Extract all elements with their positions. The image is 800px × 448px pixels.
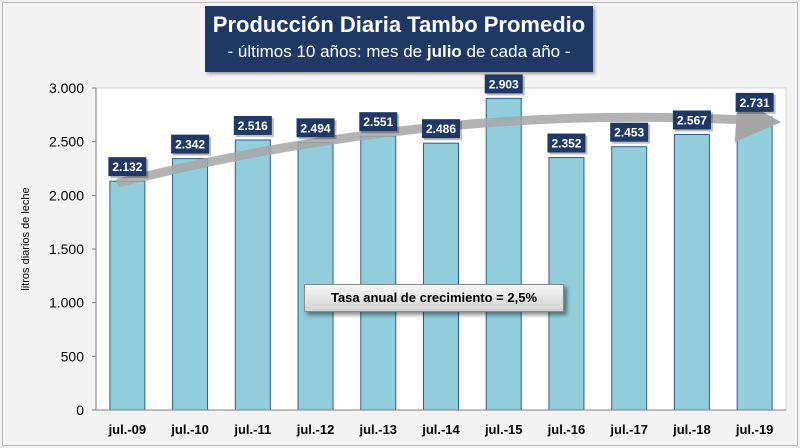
x-tick-label: jul.-11	[233, 422, 271, 437]
value-label-box	[171, 134, 210, 154]
bar	[736, 116, 773, 411]
value-label: 2.567	[677, 113, 707, 127]
value-label-box	[484, 74, 523, 94]
y-tick-label: 500	[61, 348, 85, 364]
value-label-box	[233, 115, 272, 135]
value-label: 2.453	[614, 126, 644, 140]
x-tick-label: jul.-17	[609, 422, 648, 437]
value-label: 2.494	[301, 121, 331, 135]
x-tick-label: jul.-19	[735, 422, 774, 437]
bar	[360, 135, 397, 411]
y-tick-label: 1.500	[49, 241, 84, 257]
y-axis-label: litros diarios de leche	[20, 187, 32, 291]
x-tick-label: jul.-12	[296, 422, 335, 437]
bar	[109, 180, 146, 411]
value-label-box	[735, 92, 774, 112]
bars-group	[109, 97, 773, 411]
value-label: 2.551	[363, 115, 393, 129]
bar	[234, 139, 271, 411]
y-tick-label: 0	[76, 402, 84, 418]
growth-rate-annotation: Tasa anual de crecimiento = 2,5%	[304, 284, 564, 312]
value-label-box	[672, 110, 711, 130]
bar	[548, 157, 585, 411]
y-tick-label: 2.000	[49, 187, 84, 203]
value-label: 2.486	[426, 122, 456, 136]
value-label-box	[359, 112, 398, 132]
x-tick-label: jul.-18	[672, 422, 711, 437]
value-label-box	[610, 122, 649, 142]
value-label-box	[422, 119, 460, 139]
x-tick-label: jul.-10	[170, 422, 209, 437]
chart-subtitle-post: de cada año -	[461, 42, 571, 61]
value-labels-group: 2.132 2.342 2.516 2.494 2.551 2.486 2.903 2.352…	[108, 74, 776, 179]
chart-subtitle: - últimos 10 años: mes de julio de cada …	[205, 40, 593, 64]
chart-subtitle-pre: - últimos 10 años: mes de	[227, 42, 427, 61]
value-label: 2.903	[489, 77, 519, 91]
bar	[485, 97, 522, 411]
value-label: 2.731	[740, 96, 770, 110]
value-label-box	[547, 133, 586, 153]
value-label: 2.132	[112, 160, 142, 174]
x-tick-label: jul.-09	[108, 422, 147, 437]
bar	[673, 133, 710, 411]
x-tick-label: jul.-15	[484, 422, 523, 437]
y-tick-label: 1.000	[49, 295, 84, 311]
bar	[172, 158, 209, 411]
y-tick-label: 3.000	[49, 80, 84, 96]
x-tick-label: jul.-16	[547, 422, 586, 437]
chart-title: Producción Diaria Tambo Promedio	[212, 12, 586, 37]
value-label-box	[108, 157, 147, 177]
value-label: 2.516	[238, 119, 268, 133]
value-label: 2.352	[551, 137, 581, 151]
x-tick-label: jul.-14	[421, 422, 460, 437]
value-label: 2.342	[175, 138, 205, 152]
bar	[297, 141, 334, 411]
x-tick-label: jul.-13	[358, 422, 397, 437]
y-tick-label: 2.500	[49, 134, 84, 150]
bar	[611, 146, 648, 411]
bar	[423, 142, 459, 411]
chart-subtitle-bold: julio	[426, 42, 462, 61]
x-axis: jul.-09 jul.-10 jul.-11 jul.-12 jul.-13 jul.-…	[96, 409, 786, 437]
chart-title-box: Producción Diaria Tambo Promedio - últim…	[205, 6, 593, 72]
y-axis: 0 500 1.000 1.500 2.000 2.500 3.000	[49, 80, 97, 418]
value-label-box	[296, 118, 335, 138]
